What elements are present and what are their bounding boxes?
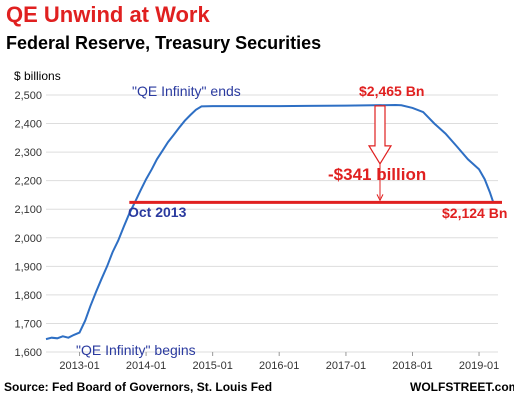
chart-subtitle: Federal Reserve, Treasury Securities <box>6 33 322 53</box>
annotation-qe-begins: "QE Infinity" begins <box>76 342 196 358</box>
x-tick-label: 2016-01 <box>259 360 299 372</box>
annotation-drop: -$341 billion <box>328 165 426 184</box>
x-tick-label: 2013-01 <box>59 360 99 372</box>
drop-arrow-head <box>367 105 393 166</box>
y-tick-label: 2,100 <box>14 204 42 216</box>
y-tick-label: 1,800 <box>14 290 42 302</box>
y-axis-label: $ billions <box>14 69 61 83</box>
x-tick-label: 2018-01 <box>392 360 432 372</box>
y-tick-label: 2,000 <box>14 233 42 245</box>
y-tick-label: 1,700 <box>14 318 42 330</box>
brand-logo-text: WOLFSTREET.com <box>410 380 514 394</box>
annotation-oct-2013: Oct 2013 <box>128 204 187 220</box>
y-tick-label: 2,200 <box>14 176 42 188</box>
chart-title: QE Unwind at Work <box>6 2 210 27</box>
y-tick-label: 2,400 <box>14 119 42 131</box>
annotation-qe-ends: "QE Infinity" ends <box>132 83 241 99</box>
y-axis-ticks: 1,600 1,700 1,800 1,900 2,000 2,100 2,200 2,300… <box>14 90 42 359</box>
annotation-peak-value: $2,465 Bn <box>359 83 424 99</box>
drop-arrow <box>367 105 393 202</box>
drop-arrow-tip <box>376 194 384 202</box>
gridlines <box>46 94 498 353</box>
x-tick-label: 2019-01 <box>459 360 499 372</box>
y-tick-label: 2,300 <box>14 147 42 159</box>
annotation-end-value: $2,124 Bn <box>442 205 507 221</box>
x-tick-label: 2014-01 <box>126 360 166 372</box>
source-note: Source: Fed Board of Governors, St. Loui… <box>4 380 273 394</box>
series-line <box>45 103 495 341</box>
y-tick-label: 1,600 <box>14 347 42 359</box>
y-tick-label: 1,900 <box>14 261 42 273</box>
x-tick-label: 2017-01 <box>326 360 366 372</box>
x-axis-ticks: 2013-01 2014-01 2015-01 2016-01 2017-01 2018-… <box>59 352 499 372</box>
y-tick-label: 2,500 <box>14 90 42 102</box>
x-tick-label: 2015-01 <box>192 360 232 372</box>
